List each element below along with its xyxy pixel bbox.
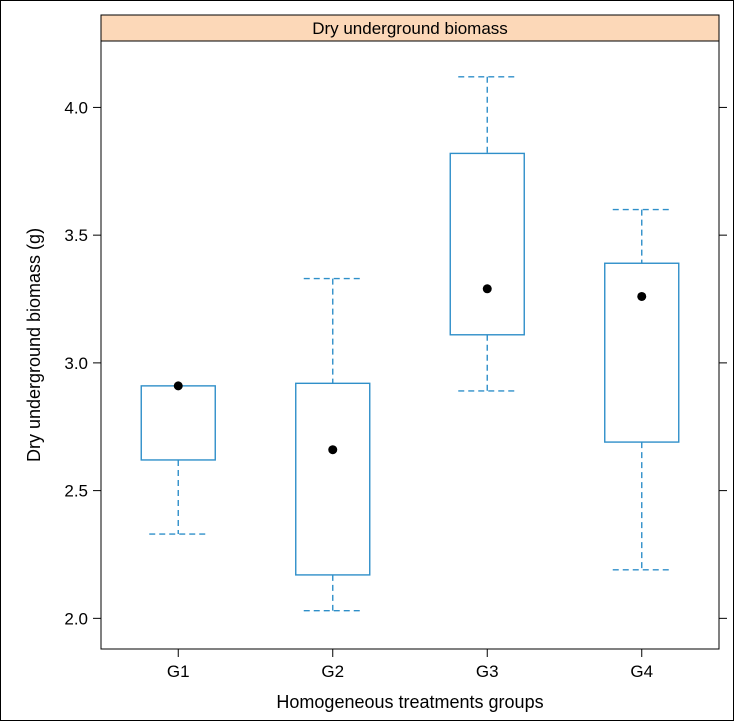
x-tick-label: G4: [630, 662, 653, 681]
median-dot: [482, 284, 492, 294]
x-tick-label: G1: [167, 662, 190, 681]
box-g3: [449, 76, 525, 392]
median-dot: [173, 381, 183, 391]
y-tick-label: 4.0: [64, 98, 88, 117]
box-g2: [295, 277, 371, 612]
median-dot: [637, 291, 647, 301]
iqr-box: [604, 262, 680, 443]
x-tick-label: G2: [321, 662, 344, 681]
iqr-box: [295, 382, 371, 576]
box-g1: [140, 381, 216, 535]
x-axis: G1 G2 G3 G4: [167, 649, 653, 681]
y-tick-label: 3.5: [64, 226, 88, 245]
x-tick-label: G3: [476, 662, 499, 681]
iqr-box: [449, 152, 525, 336]
y-tick-label: 3.0: [64, 354, 88, 373]
strip-title: Dry underground biomass: [312, 19, 508, 38]
y-tick-label: 2.0: [64, 609, 88, 628]
y-axis-title: Dry underground biomass (g): [24, 228, 44, 462]
y-axis: 2.0 2.5 3.0 3.5 4.0: [64, 98, 727, 628]
boxes-layer: [140, 76, 680, 612]
y-tick-label: 2.5: [64, 482, 88, 501]
x-axis-title: Homogeneous treatments groups: [276, 692, 543, 712]
iqr-box: [140, 385, 216, 461]
box-g4: [604, 208, 680, 571]
plot-panel: [100, 40, 720, 650]
median-dot: [328, 445, 338, 455]
